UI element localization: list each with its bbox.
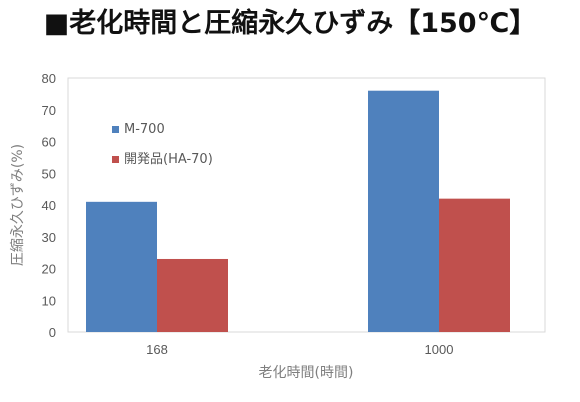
x-tick-label: 168 (146, 342, 168, 357)
x-axis-ticks: 168 1000 (146, 342, 453, 357)
legend-swatch (112, 156, 119, 163)
y-tick-label: 10 (42, 293, 56, 308)
bar-series1-168 (86, 201, 157, 332)
legend-label: 開発品(HA-70) (124, 152, 213, 167)
y-tick-label: 0 (49, 325, 56, 340)
y-tick-label: 40 (42, 198, 56, 213)
y-axis-title: 圧縮永久ひずみ(%) (10, 144, 26, 266)
bar-chart: 0 10 20 30 40 50 60 70 80 168 1000 M-700 開発品(HA-70… (10, 71, 546, 381)
chart-area: 0 10 20 30 40 50 60 70 80 168 1000 M-700 開発品(HA-70… (0, 58, 580, 402)
x-tick-label: 1000 (425, 342, 454, 357)
legend-label: M-700 (124, 122, 165, 137)
y-tick-label: 70 (42, 103, 56, 118)
y-tick-label: 80 (42, 71, 56, 86)
y-tick-label: 50 (42, 166, 56, 181)
bar-series1-1000 (368, 90, 439, 332)
bar-series2-1000 (439, 198, 510, 332)
chart-title: ■老化時間と圧縮永久ひずみ【150℃】 (43, 8, 537, 39)
plot-border (67, 77, 546, 333)
legend: M-700 開発品(HA-70) (112, 122, 213, 167)
y-tick-label: 20 (42, 262, 56, 277)
bars-group (86, 90, 510, 332)
legend-swatch (112, 126, 119, 133)
y-tick-label: 30 (42, 230, 56, 245)
x-axis-title: 老化時間(時間) (259, 365, 354, 381)
y-tick-label: 60 (42, 135, 56, 150)
y-axis-ticks: 0 10 20 30 40 50 60 70 80 (42, 71, 56, 340)
bar-series2-168 (157, 258, 228, 332)
